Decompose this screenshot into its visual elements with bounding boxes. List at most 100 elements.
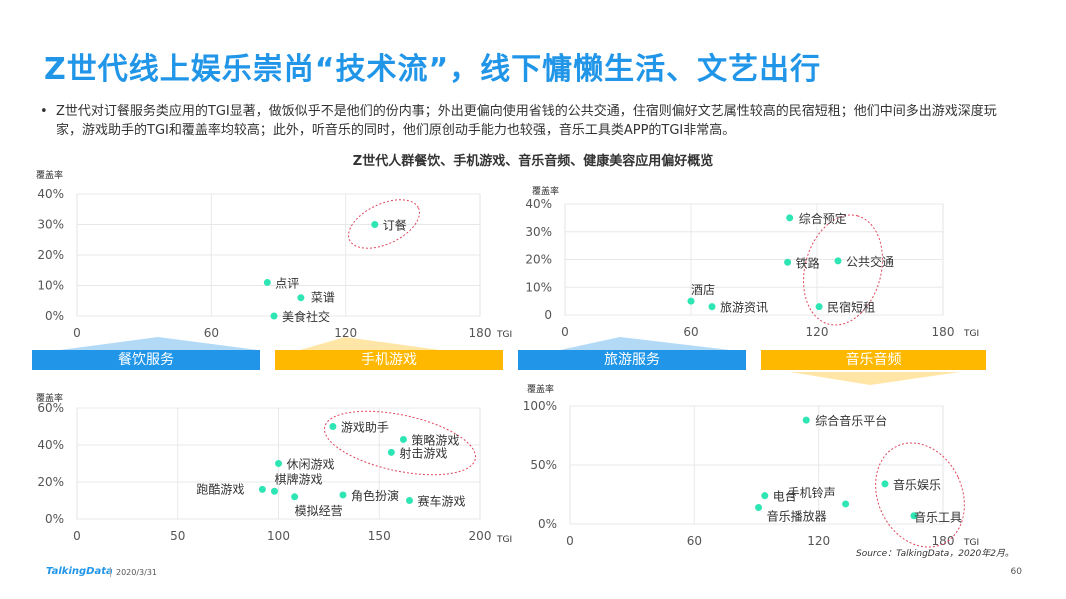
chart-3: 0% 20% 40% 60% 0 50 100 150 200 覆盖率 TGI 游戏助手策略游戏射击游… (36, 392, 512, 545)
wedge-shape (790, 372, 960, 385)
point-label: 旅游资讯 (720, 301, 768, 315)
y-tick-label: 0 (544, 308, 552, 322)
y-axis-label: 覆盖率 (36, 392, 63, 404)
plot-frame (76, 407, 481, 520)
y-tick-label: 0% (45, 309, 64, 323)
data-point (270, 487, 278, 495)
band-wedge (560, 337, 730, 350)
point-label: 音乐娱乐 (893, 477, 941, 492)
x-axis-label: TGI (496, 535, 512, 545)
x-tick-label: 200 (469, 529, 492, 543)
data-point (339, 491, 347, 499)
point-label: 休闲游戏 (287, 458, 335, 472)
highlight-ellipse (875, 442, 965, 548)
y-tick-label: 30% (525, 225, 552, 239)
point-label: 酒店 (691, 283, 715, 297)
y-tick-label: 50% (530, 458, 557, 472)
y-tick-label: 0% (45, 512, 64, 526)
chart-4: 0%50%100%0 60 120 180覆盖率TGI综合音乐平台音乐娱乐手机铃声电台… (523, 383, 979, 548)
point-label: 棋牌游戏 (274, 472, 322, 486)
point-label: 铁路 (796, 255, 820, 270)
y-axis-label: 覆盖率 (527, 383, 554, 395)
highlight-ellipse (803, 214, 883, 326)
x-tick-label: 120 (334, 326, 357, 340)
y-tick-label: 20% (37, 475, 64, 489)
x-tick-label: 0 (561, 325, 569, 339)
data-point (329, 423, 337, 430)
data-point (371, 221, 379, 228)
chart-heading: Z世代人群餐饮、手机游戏、音乐音频、健康美容应用偏好概览 (352, 154, 714, 169)
plot-frame (76, 193, 481, 317)
y-tick-label: 60% (37, 401, 64, 415)
y-tick-label: 10% (525, 280, 552, 294)
data-point (405, 497, 413, 504)
y-tick-label: 10% (37, 279, 64, 293)
point-label: 菜谱 (311, 291, 335, 305)
data-point (708, 303, 716, 311)
point-label: 角色扮演 (351, 488, 399, 503)
x-tick-label: 120 (806, 325, 829, 339)
talkingdata-logo: TalkingData (46, 566, 113, 577)
x-tick-label: 150 (368, 529, 391, 543)
data-point (399, 435, 407, 443)
data-point (275, 460, 282, 467)
data-point (815, 303, 823, 311)
data-point (910, 512, 918, 520)
data-point (387, 448, 395, 456)
y-tick-label: 40% (525, 197, 552, 211)
wedge-shape (60, 337, 258, 350)
plot-frame (564, 203, 944, 316)
point-label: 民宿短租 (827, 300, 875, 315)
y-tick-label: 40% (37, 187, 64, 201)
x-tick-label: 100 (267, 529, 290, 543)
x-tick-label: 0 (73, 529, 81, 543)
data-point (761, 492, 769, 500)
band-food: 餐饮服务 (32, 350, 260, 370)
x-tick-label: 60 (687, 534, 702, 548)
point-label: 游戏助手 (341, 421, 389, 435)
point-label: 跑酷游戏 (196, 482, 244, 496)
x-tick-label: 180 (932, 325, 955, 339)
y-tick-label: 40% (37, 438, 64, 452)
data-point (802, 416, 810, 424)
band-wedge (60, 337, 258, 350)
data-point (755, 503, 763, 511)
x-axis-label: TGI (496, 330, 512, 340)
data-point (786, 214, 794, 222)
highlight-ellipse (348, 199, 420, 249)
band-games: 手机游戏 (275, 350, 503, 370)
point-label: 模拟经营 (295, 504, 343, 518)
source-note: Source：TalkingData，2020年2月。 (856, 549, 1014, 559)
band-wedge (790, 372, 960, 385)
wedge-shape (300, 337, 440, 350)
band-music: 音乐音频 (761, 350, 986, 370)
point-label: 赛车游戏 (417, 494, 465, 509)
point-label: 音乐工具 (914, 510, 962, 525)
data-point (842, 500, 850, 508)
point-label: 射击游戏 (399, 445, 447, 460)
point-label: 音乐播放器 (767, 508, 827, 523)
point-label: 手机铃声 (788, 485, 836, 500)
plot-frame (569, 405, 944, 525)
footer-date: 2020/3/31 (116, 568, 158, 577)
x-tick-label: 50 (170, 529, 185, 543)
x-tick-label: 180 (469, 326, 492, 340)
wedge-shape (560, 337, 730, 350)
y-axis-label: 覆盖率 (532, 185, 559, 197)
y-tick-label: 20% (37, 248, 64, 262)
summary-bullet: • Z世代对订餐服务类应用的TGI显著，做饭似乎不是他们的份内事；外出更偏向使用… (40, 102, 1016, 140)
x-tick-label: 60 (204, 326, 219, 340)
page-title: Z世代线上娱乐崇尚“技术流”，线下慵懒生活、文艺出行 (44, 52, 822, 87)
x-tick-label: 0 (73, 326, 81, 340)
point-label: 综合预定 (799, 211, 847, 226)
data-point (263, 278, 271, 286)
x-tick-label: 60 (683, 325, 698, 339)
point-label: 电台 (773, 489, 797, 504)
y-tick-label: 30% (37, 218, 64, 232)
data-point (784, 258, 792, 266)
data-point (881, 480, 889, 488)
x-tick-label: 0 (566, 534, 574, 548)
